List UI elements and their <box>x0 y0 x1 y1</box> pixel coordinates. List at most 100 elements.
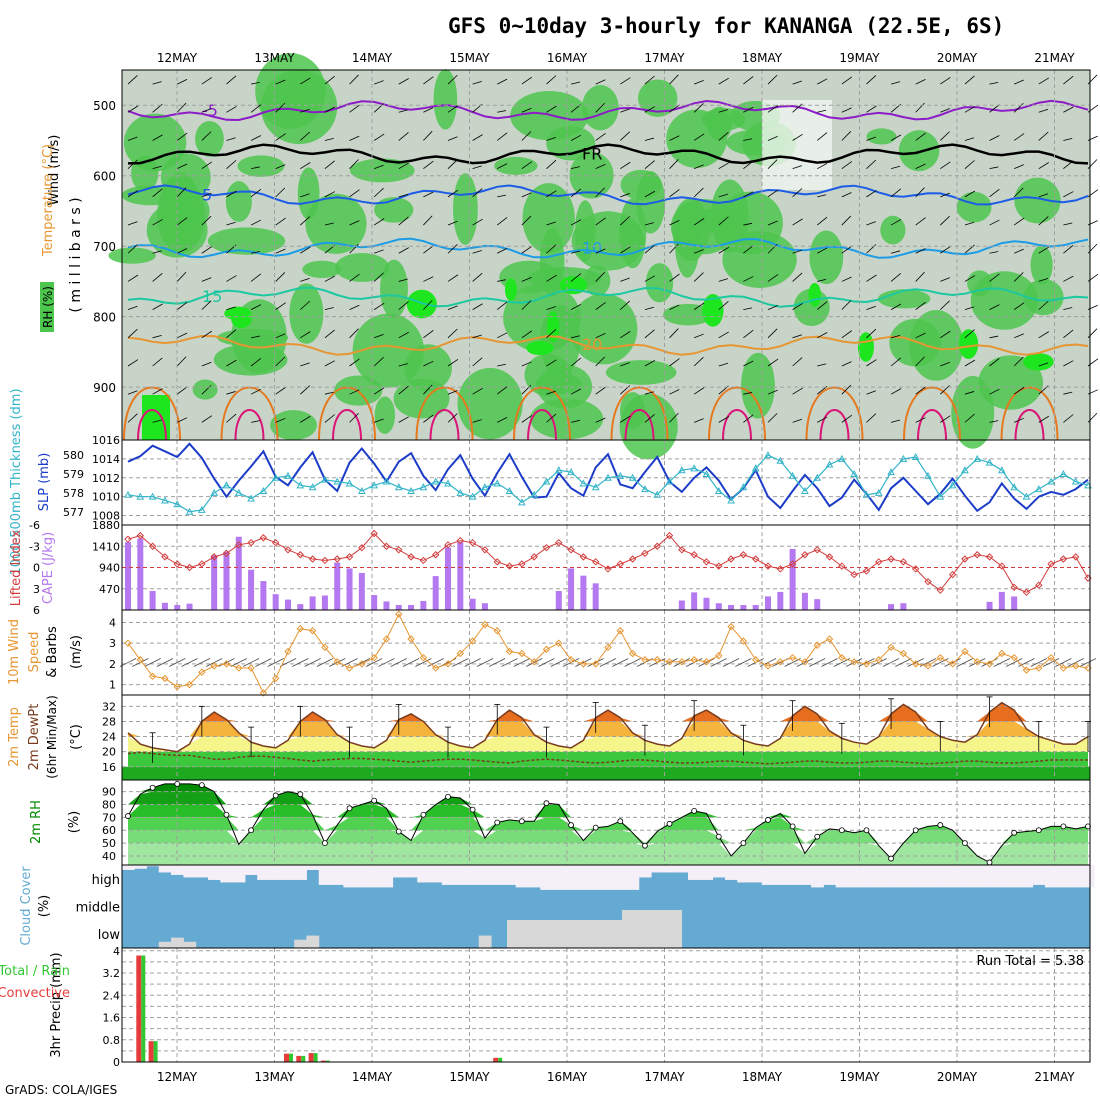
wind10m-barb <box>1018 658 1035 667</box>
wind-barb <box>940 330 951 339</box>
rh2m-marker <box>888 855 894 862</box>
cloud-high-gap <box>503 865 517 885</box>
rh-contour-70 <box>289 283 324 344</box>
wind-barb <box>201 192 212 198</box>
wind-barb <box>423 245 434 254</box>
wind-barb <box>915 386 926 395</box>
lifted-tick-label: 0 <box>33 562 40 575</box>
wind-barb <box>964 137 975 141</box>
footer-credit: GrADS: COLA/IGES <box>5 1083 117 1097</box>
rh2m-marker <box>322 840 328 847</box>
wind10m-barb <box>599 658 617 667</box>
rh2m-band <box>128 817 1088 831</box>
wind10m-barb <box>119 658 137 667</box>
wind-barb <box>595 248 606 254</box>
rh-contour-70 <box>619 392 646 430</box>
wind-barb <box>694 333 704 339</box>
wind-barb <box>792 133 803 141</box>
lifted-index-marker <box>973 551 981 559</box>
wind-barb <box>300 77 311 85</box>
wind10m-marker <box>788 653 797 662</box>
wind-barb <box>176 386 188 395</box>
wind-barb <box>423 300 433 310</box>
isotherm-loop <box>819 409 850 441</box>
wind-barb <box>250 388 262 395</box>
wind-barb <box>620 277 630 282</box>
wind-barb <box>718 278 729 282</box>
rh-contour-70 <box>270 410 317 441</box>
lifted-index-marker <box>788 560 797 568</box>
wind-barb <box>324 391 334 395</box>
wind-barb <box>374 418 384 423</box>
lifted-index-marker <box>431 551 440 559</box>
wind10m-barb <box>365 658 383 667</box>
wind-barb <box>177 332 188 339</box>
wind-barb <box>595 79 606 85</box>
wind-barb <box>743 329 754 339</box>
wind-barb <box>300 362 310 367</box>
wind-barb <box>472 250 482 254</box>
thickness-marker <box>579 479 588 487</box>
wind-barb <box>496 301 508 310</box>
wind10m-barb <box>489 658 506 667</box>
wind10m-barb <box>230 658 247 667</box>
date-tick-bottom: 18MAY <box>742 1070 783 1084</box>
thickness-marker <box>161 496 169 504</box>
cape-tick-label: 1410 <box>92 540 120 553</box>
lifted-index-marker <box>530 553 538 561</box>
wind10m-marker <box>555 639 563 647</box>
lifted-index-marker <box>764 562 772 570</box>
cloud-high-gap <box>392 865 406 878</box>
rh2m-marker <box>420 811 427 818</box>
wind-barb <box>595 163 606 170</box>
rh2m-marker <box>125 813 131 819</box>
wind-barb <box>989 358 1000 367</box>
wind-barb <box>177 163 188 170</box>
cloud-high-gap <box>1020 865 1034 888</box>
cloud-high-gap <box>897 865 911 888</box>
rh2m-tick-label: 60 <box>102 824 116 837</box>
cloud-high-gap <box>860 865 874 888</box>
thickness-marker <box>407 486 415 494</box>
rh-contour-70 <box>121 185 179 206</box>
axis-label-thickness: 1000-500mb Thickness (dm) <box>9 388 24 575</box>
wind-barb <box>497 78 508 85</box>
rh2m-marker <box>248 827 254 834</box>
precip-tick-label: 2.4 <box>103 989 121 1002</box>
cape-bar <box>432 576 439 610</box>
wind-barb <box>423 76 434 85</box>
cloud-high-gap <box>404 865 418 878</box>
cloud-high-gap <box>528 865 541 888</box>
wind-barb <box>964 391 975 395</box>
wind-barb <box>275 187 286 198</box>
wind-barb <box>275 248 286 254</box>
cape-bar <box>703 597 710 610</box>
wind-barb <box>718 416 729 423</box>
wind10m-marker <box>899 649 908 658</box>
precip-total-bar <box>289 1053 293 1062</box>
wind-barb <box>497 194 506 198</box>
cape-bar <box>715 603 722 610</box>
cloud-high-gap <box>208 865 221 880</box>
wind-barb <box>1038 162 1049 170</box>
lifted-index-marker <box>407 553 415 561</box>
thickness-marker <box>985 458 994 466</box>
wind-barb <box>743 138 753 141</box>
wind-barb <box>989 81 999 85</box>
rh-contour-70 <box>433 69 458 130</box>
wind-barb <box>373 218 385 226</box>
rh-contour-90 <box>808 282 821 307</box>
rh-contour-70 <box>880 215 906 245</box>
rh-contour-90 <box>504 278 517 302</box>
wind-barb <box>620 193 630 198</box>
cloud-row-high: high <box>92 873 120 888</box>
wind-barb <box>127 305 138 310</box>
cloud-high-gap <box>232 865 246 883</box>
date-tick-top: 13MAY <box>254 51 295 65</box>
cloud-high-gap <box>651 865 664 873</box>
cloud-high-gap <box>146 865 160 867</box>
wind10m-barb <box>292 658 309 667</box>
rh-contour-70 <box>494 156 538 175</box>
wind10m-marker <box>530 658 538 666</box>
thickness-marker <box>825 460 834 468</box>
